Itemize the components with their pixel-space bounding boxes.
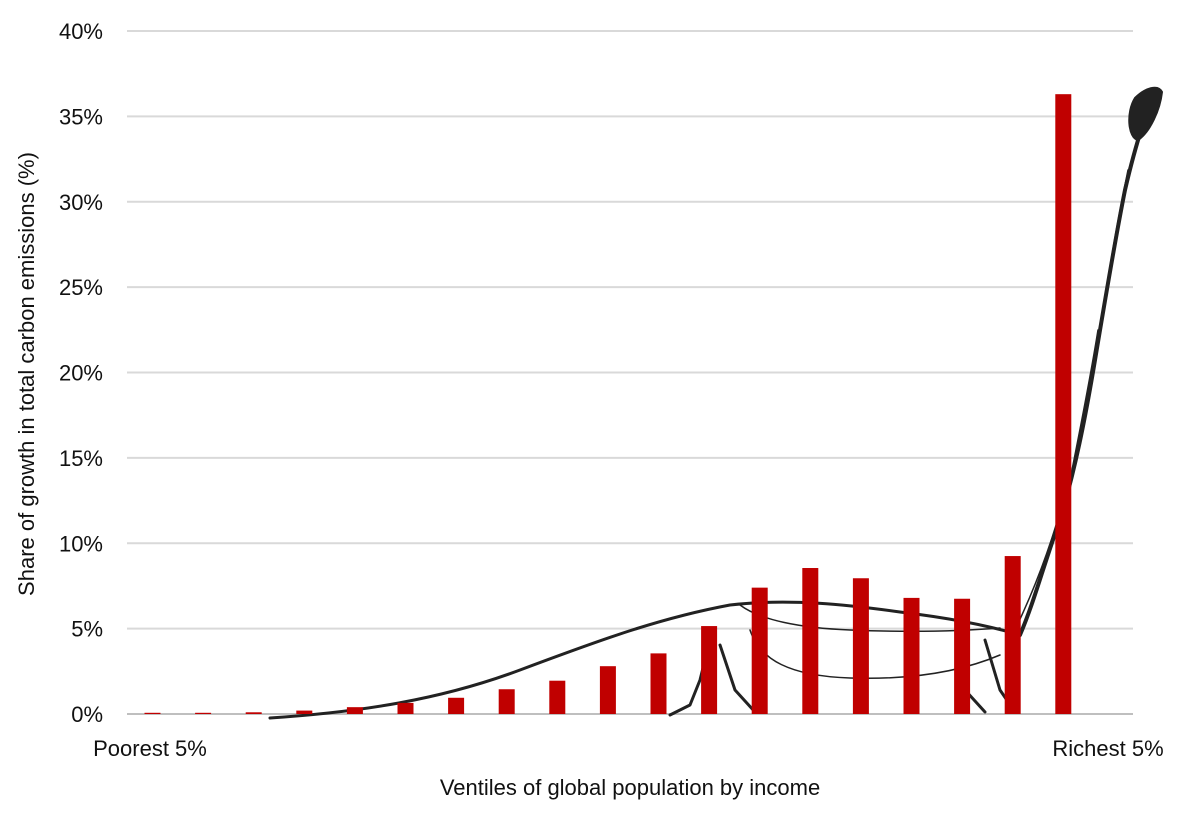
bar	[296, 710, 313, 714]
x-end-label-right: Richest 5%	[1052, 736, 1163, 761]
y-tick-label: 40%	[59, 19, 103, 44]
y-tick-label: 35%	[59, 104, 103, 129]
bar-series	[144, 94, 1072, 715]
y-tick-label: 15%	[59, 446, 103, 471]
y-tick-label: 30%	[59, 190, 103, 215]
bar	[852, 578, 869, 714]
bar	[144, 712, 161, 714]
y-tick-labels: 0% 5% 10% 15% 20% 25% 30% 35% 40%	[59, 19, 103, 727]
bar	[346, 707, 363, 714]
bar	[802, 568, 819, 714]
bar	[701, 626, 718, 714]
bar	[245, 712, 262, 714]
gridlines	[127, 30, 1133, 715]
y-axis-title: Share of growth in total carbon emission…	[14, 152, 39, 596]
bar	[1004, 556, 1021, 714]
bar	[903, 597, 920, 714]
bar	[498, 689, 515, 714]
x-axis-title: Ventiles of global population by income	[440, 775, 820, 800]
bar	[448, 697, 465, 714]
bar	[751, 587, 768, 714]
bar	[599, 666, 616, 714]
y-tick-label: 5%	[71, 617, 103, 642]
dinosaur-skeleton-illustration	[268, 86, 1163, 720]
bar	[1055, 94, 1072, 715]
bar	[397, 702, 414, 714]
bar	[954, 598, 971, 714]
bar	[549, 680, 566, 714]
y-tick-label: 10%	[59, 531, 103, 556]
bar	[650, 653, 667, 714]
y-tick-label: 0%	[71, 702, 103, 727]
bar	[195, 712, 212, 714]
y-tick-label: 20%	[59, 361, 103, 386]
x-end-label-left: Poorest 5%	[93, 736, 207, 761]
y-tick-label: 25%	[59, 275, 103, 300]
